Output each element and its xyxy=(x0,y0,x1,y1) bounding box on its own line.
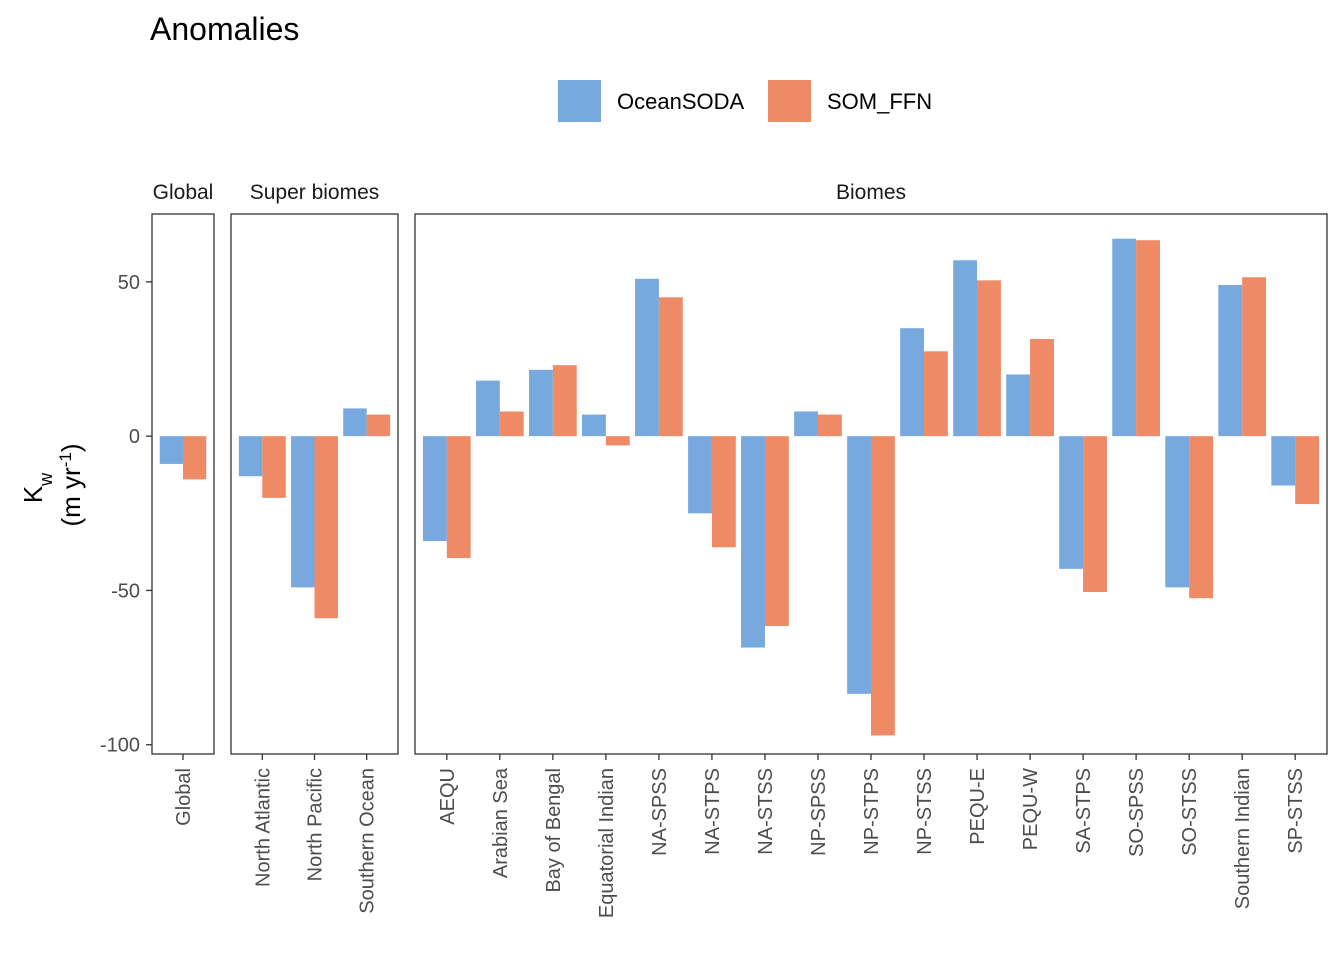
y-tick-label: -50 xyxy=(111,580,140,602)
bar-arabian-sea-som-ffn xyxy=(499,411,524,437)
x-tick-label-bay-of-bengal: Bay of Bengal xyxy=(543,768,565,893)
bar-pequ-e-som-ffn xyxy=(977,280,1001,437)
x-tick-label-na-spss: NA-SPSS xyxy=(649,768,671,856)
bar-north-atlantic-som-ffn xyxy=(262,436,286,498)
bar-pequ-w-som-ffn xyxy=(1030,338,1054,437)
facet-panels: Global Global Super biomes North Atlantic No… xyxy=(151,181,1328,918)
bar-global-som-ffn xyxy=(183,436,207,480)
bar-sp-stss-som-ffn xyxy=(1295,436,1320,505)
bar-na-stps-oceansoda xyxy=(688,436,712,514)
x-tick-label-so-stss: SO-STSS xyxy=(1179,768,1201,856)
x-tick-label-so-spss: SO-SPSS xyxy=(1126,768,1148,857)
strip-label-global: Global xyxy=(153,181,214,204)
panel-border xyxy=(151,213,215,755)
bar-bay-of-bengal-oceansoda xyxy=(529,369,553,437)
bar-so-spss-som-ffn xyxy=(1136,240,1160,437)
bar-sa-stps-oceansoda xyxy=(1059,436,1084,569)
bar-equatorial-indian-oceansoda xyxy=(582,414,606,437)
x-tick-label-southern-ocean: Southern Ocean xyxy=(357,768,379,914)
panel-biomes: Biomes AEQU Arabian Sea Bay of Bengal Equato… xyxy=(414,181,1328,918)
panel-super-biomes: Super biomes North Atlantic North Pacific S… xyxy=(230,181,399,914)
bar-global-oceansoda xyxy=(159,436,183,464)
bar-southern-indian-som-ffn xyxy=(1242,277,1267,437)
bar-na-stss-som-ffn xyxy=(764,436,789,626)
x-tick-label-np-stps: NP-STPS xyxy=(861,768,883,855)
strip-label-biomes: Biomes xyxy=(836,181,906,204)
bar-equatorial-indian-som-ffn xyxy=(605,436,630,446)
legend-key-oceansoda xyxy=(558,80,601,122)
x-tick-label-sp-stss: SP-STSS xyxy=(1285,768,1307,854)
bar-np-stps-oceansoda xyxy=(847,436,871,694)
panel-border xyxy=(414,213,1328,755)
bar-na-stss-oceansoda xyxy=(741,436,765,648)
legend-label-som-ffn: SOM_FFN xyxy=(827,89,932,114)
bar-southern-ocean-oceansoda xyxy=(343,408,367,437)
x-tick-label-aequ: AEQU xyxy=(437,768,459,825)
x-tick-label-na-stps: NA-STPS xyxy=(702,768,724,855)
bar-sp-stss-oceansoda xyxy=(1271,436,1296,486)
chart-title: Anomalies xyxy=(150,11,299,47)
y-axis-title-subscript: w xyxy=(36,472,56,487)
strip-label-super-biomes: Super biomes xyxy=(250,181,380,204)
bar-so-spss-oceansoda xyxy=(1112,238,1137,437)
x-tick-label-north-atlantic: North Atlantic xyxy=(252,768,274,887)
bar-north-atlantic-oceansoda xyxy=(238,436,263,477)
x-tick-label-arabian-sea: Arabian Sea xyxy=(490,767,512,878)
x-tick-label-na-stss: NA-STSS xyxy=(755,768,777,855)
bar-arabian-sea-oceansoda xyxy=(475,380,500,437)
y-axis-title-units: (m yr-1) xyxy=(56,444,87,527)
y-axis: -100 -50 0 50 xyxy=(100,272,152,757)
x-tick-label-southern-indian: Southern Indian xyxy=(1232,768,1254,909)
bar-aequ-som-ffn xyxy=(446,436,471,559)
y-tick-label: 0 xyxy=(129,426,140,448)
bar-na-spss-oceansoda xyxy=(635,278,659,437)
bar-so-stss-oceansoda xyxy=(1165,436,1190,588)
bar-north-pacific-som-ffn xyxy=(314,436,338,619)
bar-np-stps-som-ffn xyxy=(871,436,895,736)
bar-so-stss-som-ffn xyxy=(1189,436,1213,599)
bar-aequ-oceansoda xyxy=(422,436,447,542)
bar-np-stss-som-ffn xyxy=(924,351,948,437)
x-tick-label-pequ-e: PEQU-E xyxy=(967,768,989,845)
panel-border xyxy=(230,213,399,755)
legend-key-som-ffn xyxy=(768,80,811,122)
y-tick-label: 50 xyxy=(118,272,140,294)
y-axis-title-superscript: -1 xyxy=(56,452,75,467)
x-tick-label-sa-stps: SA-STPS xyxy=(1073,768,1095,854)
bar-na-spss-som-ffn xyxy=(658,297,683,437)
x-tick-label-north-pacific: North Pacific xyxy=(305,768,327,881)
bar-southern-ocean-som-ffn xyxy=(366,414,391,437)
x-tick-label-pequ-w: PEQU-W xyxy=(1020,768,1042,850)
bar-north-pacific-oceansoda xyxy=(291,436,315,588)
panel-global: Global Global xyxy=(151,181,215,826)
legend-label-oceansoda: OceanSODA xyxy=(617,89,744,114)
bar-np-spss-oceansoda xyxy=(794,411,818,437)
y-axis-title-main: Kw xyxy=(18,472,56,503)
bar-pequ-e-oceansoda xyxy=(953,260,978,437)
y-tick-label: -100 xyxy=(100,735,140,757)
bar-southern-indian-oceansoda xyxy=(1218,284,1243,437)
bar-np-spss-som-ffn xyxy=(817,414,842,437)
bar-sa-stps-som-ffn xyxy=(1083,436,1107,592)
bar-na-stps-som-ffn xyxy=(711,436,736,548)
bar-np-stss-oceansoda xyxy=(900,328,925,437)
x-tick-label-equatorial-indian: Equatorial Indian xyxy=(596,768,618,918)
y-axis-title: Kw (m yr-1) xyxy=(18,444,86,527)
x-tick-label-global: Global xyxy=(173,768,195,826)
x-tick-label-np-spss: NP-SPSS xyxy=(808,768,830,856)
bar-pequ-w-oceansoda xyxy=(1006,374,1031,437)
x-tick-label-np-stss: NP-STSS xyxy=(914,768,936,855)
bar-bay-of-bengal-som-ffn xyxy=(552,365,577,437)
legend: OceanSODA SOM_FFN xyxy=(558,80,932,122)
